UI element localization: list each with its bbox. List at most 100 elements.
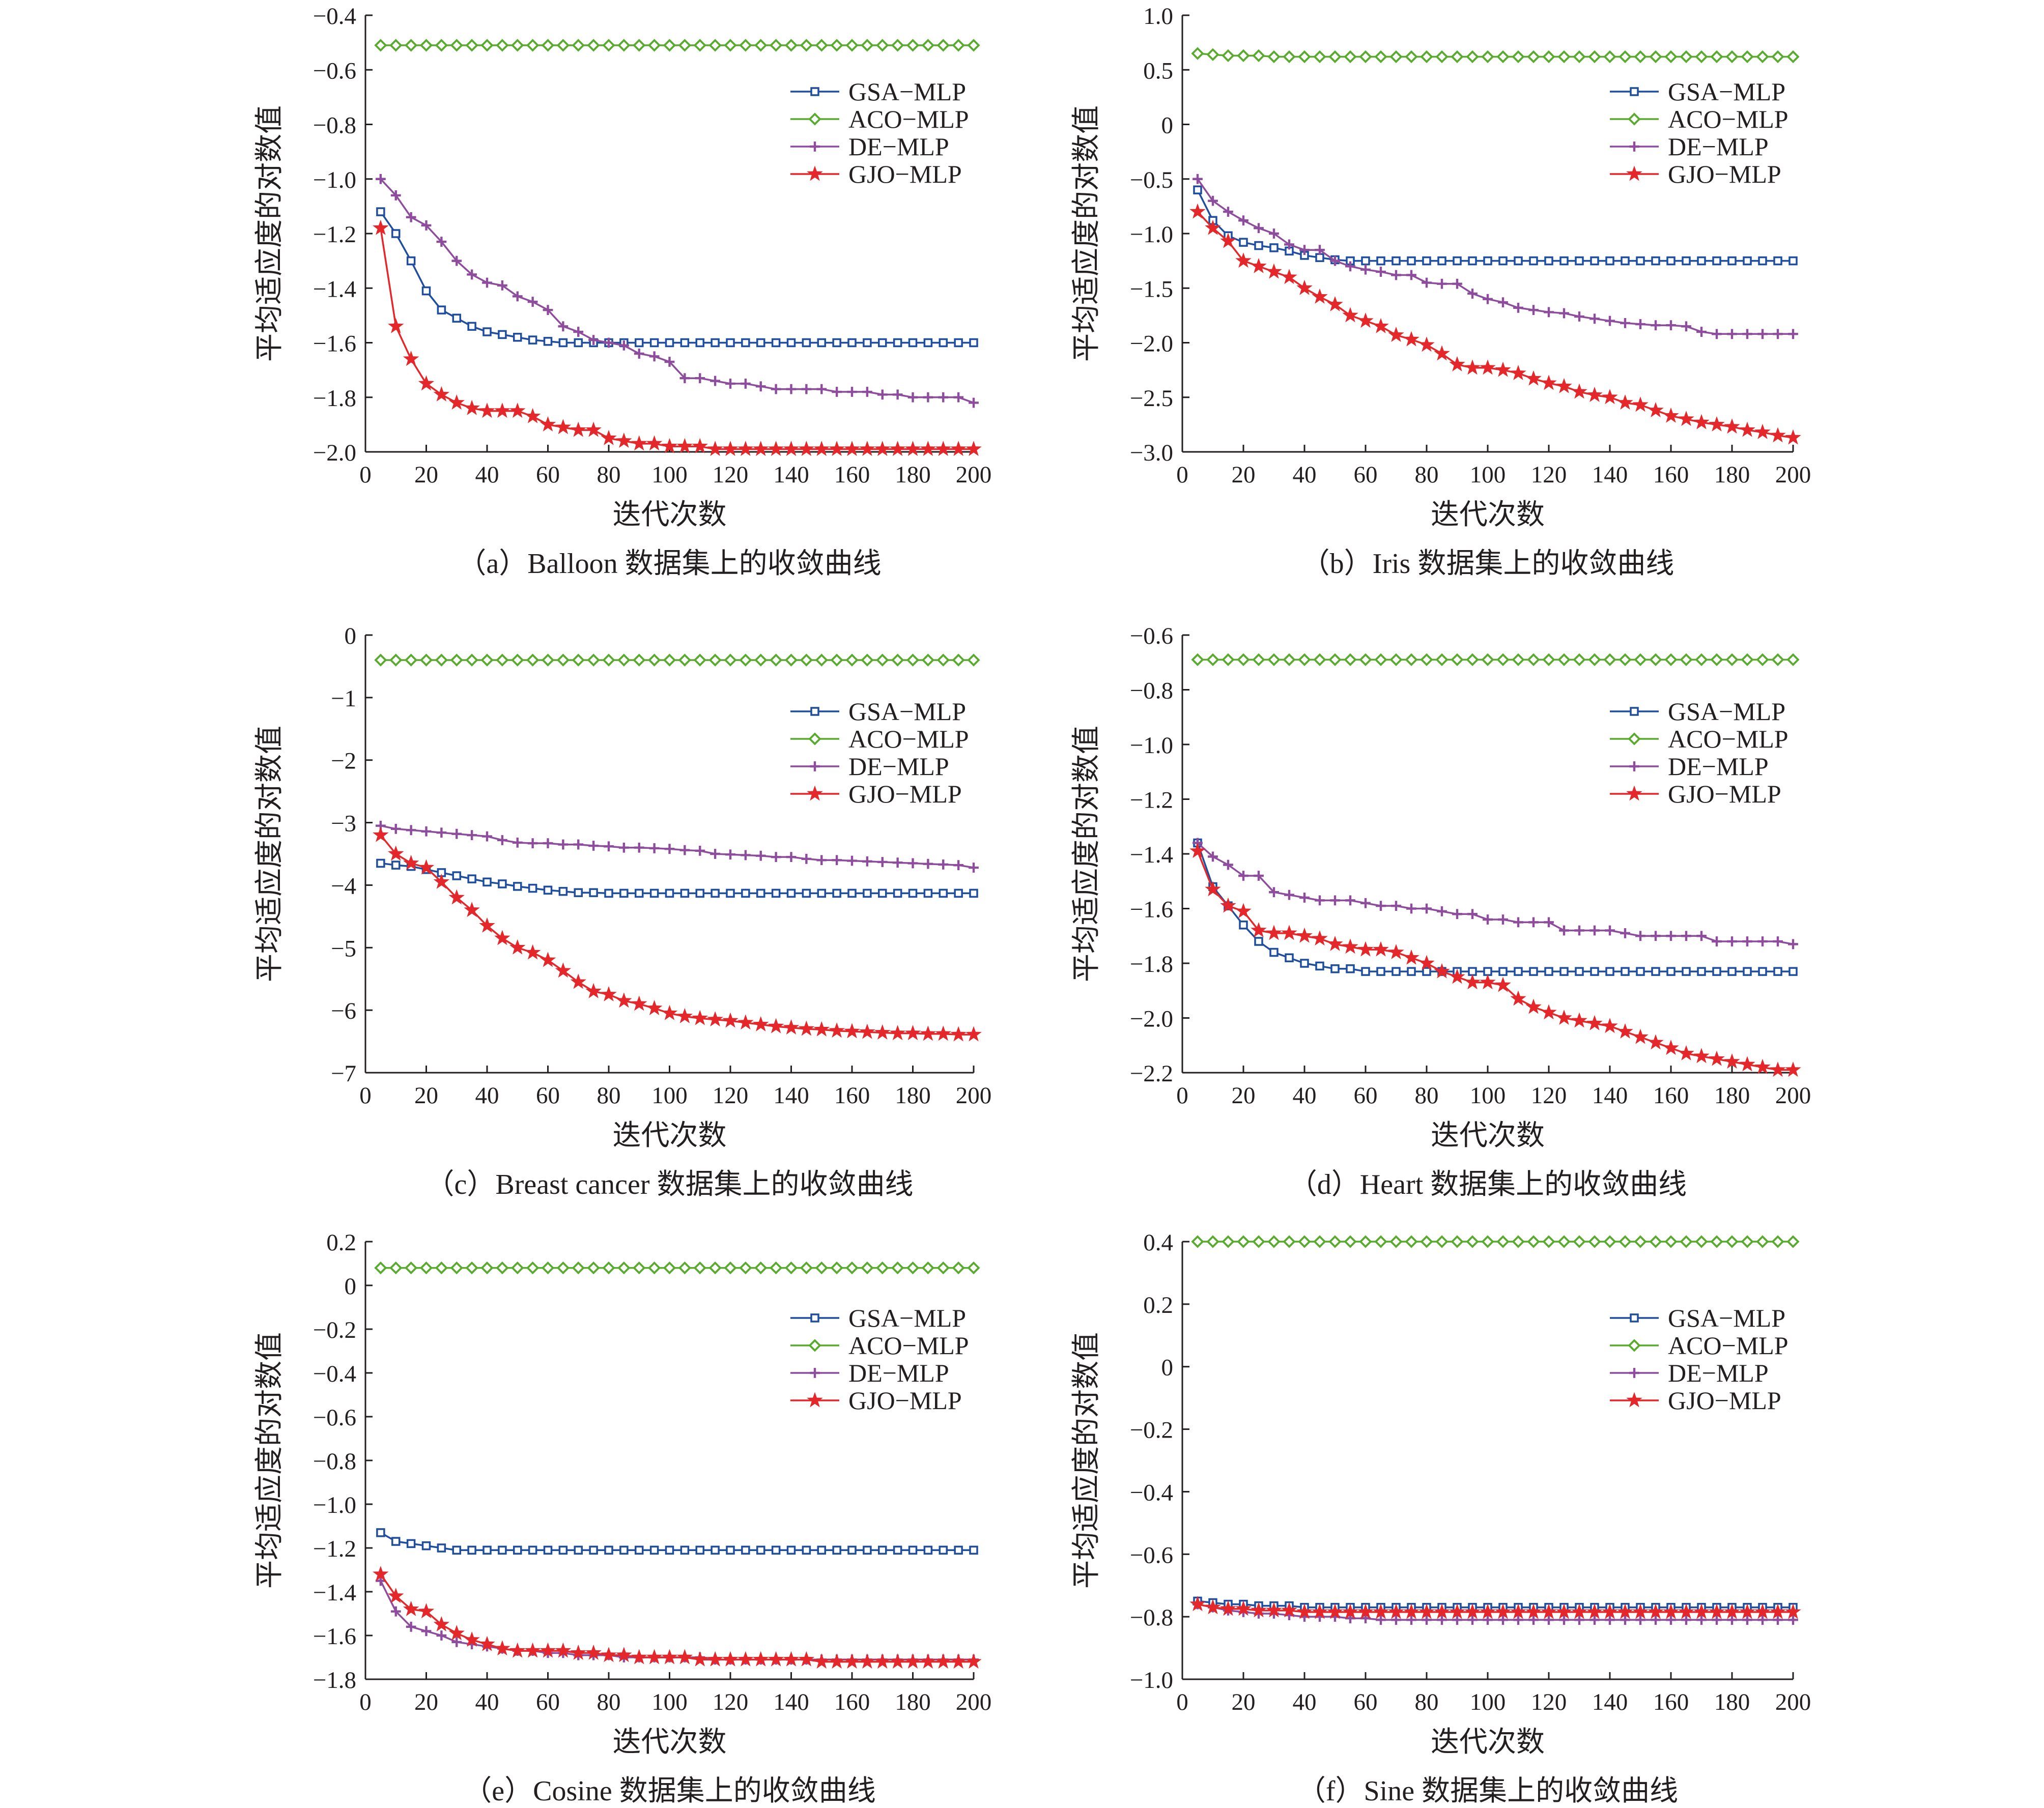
data-point [635, 338, 644, 348]
legend-label: DE−MLP [848, 132, 949, 161]
data-point [466, 39, 478, 51]
data-point [403, 351, 419, 366]
data-point [452, 313, 461, 323]
data-point [604, 1545, 613, 1555]
legend-item-de: DE−MLP [1610, 1359, 1769, 1387]
data-point [543, 838, 553, 848]
data-point [1743, 256, 1752, 266]
data-point [922, 1261, 934, 1274]
data-point [1376, 901, 1386, 911]
data-point [1495, 361, 1511, 377]
x-tick-label: 160 [834, 462, 870, 488]
data-point [939, 1545, 948, 1555]
data-point [969, 338, 978, 348]
legend-marker [1628, 1339, 1640, 1352]
data-point [1680, 653, 1692, 666]
data-point [558, 886, 568, 896]
series-line [380, 862, 974, 895]
data-point [496, 654, 508, 666]
data-point [1298, 50, 1311, 63]
data-point [861, 39, 873, 51]
data-point [649, 1545, 659, 1555]
data-point [711, 338, 720, 348]
data-point [467, 830, 477, 840]
x-axis-title: 迭代次数 [613, 499, 727, 531]
data-point [1254, 223, 1264, 233]
data-point [391, 824, 401, 834]
y-tick-label: −3 [331, 811, 356, 837]
data-point [863, 1545, 872, 1555]
data-point [450, 1261, 463, 1274]
data-point [1556, 378, 1572, 393]
data-point [1527, 653, 1540, 666]
data-point [375, 39, 387, 51]
data-point [679, 845, 690, 855]
data-point [1559, 256, 1569, 266]
data-point [876, 1261, 889, 1274]
y-tick-label: −1.4 [1130, 842, 1173, 868]
data-point [1239, 238, 1248, 247]
data-point [391, 1537, 401, 1546]
data-point [665, 338, 674, 348]
x-tick-label: 100 [1470, 1689, 1506, 1715]
data-point [726, 1545, 735, 1555]
data-point [908, 392, 918, 403]
data-point [373, 826, 389, 842]
data-point [1604, 50, 1616, 63]
data-point [1571, 383, 1587, 399]
data-point [497, 835, 507, 845]
x-tick-label: 80 [597, 1082, 621, 1109]
data-point [589, 888, 598, 897]
data-point [1678, 411, 1694, 426]
x-tick-label: 80 [597, 1689, 621, 1715]
data-point [482, 1545, 492, 1555]
data-point [1452, 279, 1462, 289]
data-point [1254, 241, 1263, 250]
data-point [558, 840, 568, 850]
data-point [1754, 423, 1771, 439]
data-point [1573, 50, 1585, 63]
y-tick-label: −1 [331, 685, 356, 712]
data-point [634, 843, 644, 853]
x-tick-label: 140 [1592, 462, 1628, 488]
y-axis-title: 平均适应度的对数值 [1071, 1332, 1102, 1589]
data-point [1497, 653, 1509, 666]
chart-panel: 0 20 40 60 80 100 120 140 160 180 200 −3.0 −2.5 −2.0 −… [1071, 3, 1811, 580]
data-point [1529, 256, 1538, 266]
data-point [756, 888, 765, 898]
data-point [1388, 326, 1404, 342]
data-point [1634, 653, 1646, 666]
data-point [831, 1261, 843, 1274]
data-point [1696, 327, 1707, 337]
data-point [1619, 653, 1631, 666]
data-point [786, 852, 797, 862]
y-tick-label: −1.4 [313, 1580, 356, 1606]
data-point [376, 1528, 385, 1537]
data-point [771, 384, 781, 394]
data-point [1589, 926, 1600, 936]
data-point [710, 376, 720, 386]
y-tick-label: −0.5 [1130, 167, 1173, 193]
data-point [589, 1545, 598, 1555]
data-point [770, 1261, 782, 1274]
data-point [1529, 967, 1538, 976]
legend-label: GJO−MLP [848, 780, 962, 808]
chart-caption: （b）Iris 数据集上的收敛曲线 [1301, 548, 1674, 580]
series-line [1197, 52, 1793, 58]
data-point [1770, 1061, 1786, 1077]
data-point [665, 1545, 674, 1555]
data-point [816, 855, 827, 865]
data-point [802, 1545, 811, 1555]
data-point [678, 654, 691, 666]
data-point [482, 278, 492, 288]
data-point [923, 888, 933, 898]
data-point [528, 883, 537, 893]
data-point [711, 888, 720, 898]
data-point [1436, 1236, 1448, 1248]
data-point [1314, 1236, 1326, 1248]
data-point [1483, 256, 1492, 266]
x-tick-label: 0 [1176, 1689, 1188, 1715]
legend-marker [1626, 165, 1642, 181]
data-point [1665, 653, 1677, 666]
y-tick-label: −2.5 [1130, 385, 1173, 412]
